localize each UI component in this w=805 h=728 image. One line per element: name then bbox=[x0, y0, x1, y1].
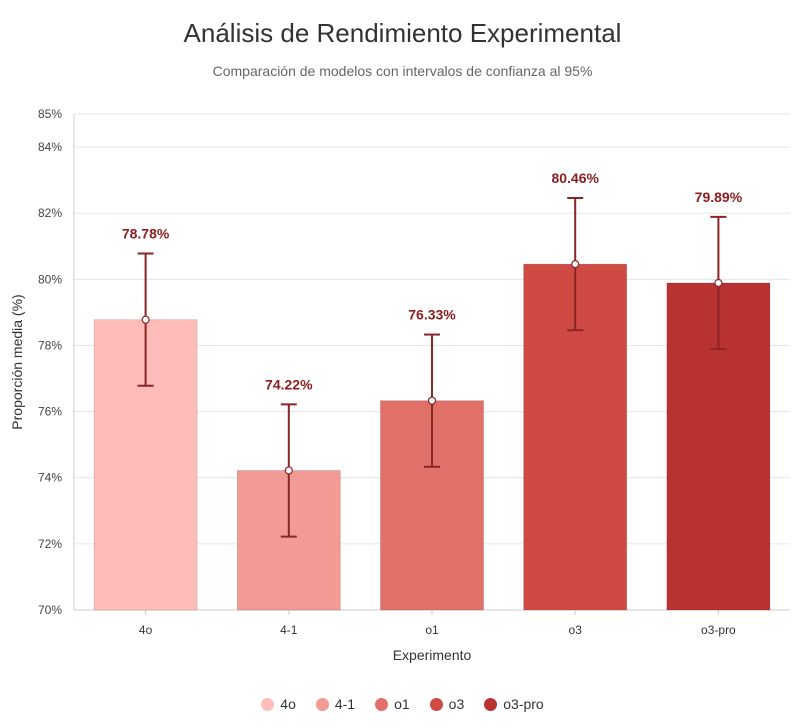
data-label: 78.78% bbox=[122, 226, 170, 242]
y-tick-label: 82% bbox=[38, 206, 62, 220]
legend: 4o 4-1 o1 o3 o3-pro bbox=[0, 696, 805, 712]
x-tick-label: 4-1 bbox=[280, 623, 298, 637]
x-tick-label: o3-pro bbox=[701, 623, 736, 637]
legend-label: 4o bbox=[280, 696, 296, 712]
mean-point bbox=[427, 396, 437, 405]
legend-item-o1[interactable]: o1 bbox=[375, 696, 410, 712]
x-tick-label: 4o bbox=[139, 623, 153, 637]
y-tick-label: 84% bbox=[38, 140, 62, 154]
y-tick-label: 85% bbox=[38, 107, 62, 121]
legend-item-4-1[interactable]: 4-1 bbox=[315, 696, 356, 712]
legend-label: o3 bbox=[448, 696, 465, 712]
x-tick-label: o1 bbox=[425, 623, 439, 637]
legend-label: o1 bbox=[394, 696, 410, 712]
legend-item-o3[interactable]: o3 bbox=[429, 696, 465, 712]
x-axis-title: Experimento bbox=[393, 647, 472, 663]
legend-label: 4-1 bbox=[334, 696, 356, 712]
legend-swatch bbox=[429, 697, 443, 711]
legend-item-4o[interactable]: 4o bbox=[261, 696, 296, 712]
legend-label: o3-pro bbox=[503, 696, 544, 712]
legend-swatch bbox=[315, 697, 329, 711]
y-tick-label: 80% bbox=[38, 272, 62, 286]
mean-point bbox=[284, 466, 293, 475]
plot-area: 70% 72% 74% 76% 78% 80% 82% 84% 85% 78.78% 4o 74.22… bbox=[9, 107, 790, 663]
mean-point bbox=[571, 260, 580, 269]
legend-swatch bbox=[261, 697, 275, 711]
y-tick-label: 72% bbox=[38, 537, 62, 551]
legend-item-o3-pro[interactable]: o3-pro bbox=[484, 696, 544, 712]
data-label: 79.89% bbox=[695, 189, 743, 205]
data-label: 76.33% bbox=[408, 307, 456, 323]
y-tick-label: 78% bbox=[38, 338, 62, 352]
y-axis-title: Proporción media (%) bbox=[9, 294, 25, 429]
legend-swatch bbox=[375, 697, 389, 711]
data-label: 80.46% bbox=[551, 170, 599, 186]
x-tick-label: o3 bbox=[569, 623, 583, 637]
legend-swatch bbox=[484, 697, 498, 711]
data-label: 74.22% bbox=[265, 376, 313, 392]
chart-subtitle: Comparación de modelos con intervalos de… bbox=[212, 63, 593, 79]
chart-title: Análisis de Rendimiento Experimental bbox=[183, 18, 622, 48]
y-tick-label: 70% bbox=[38, 603, 62, 617]
mean-point bbox=[714, 278, 723, 288]
y-tick-label: 76% bbox=[38, 405, 62, 419]
mean-point bbox=[141, 315, 150, 324]
y-tick-label: 74% bbox=[38, 471, 62, 485]
